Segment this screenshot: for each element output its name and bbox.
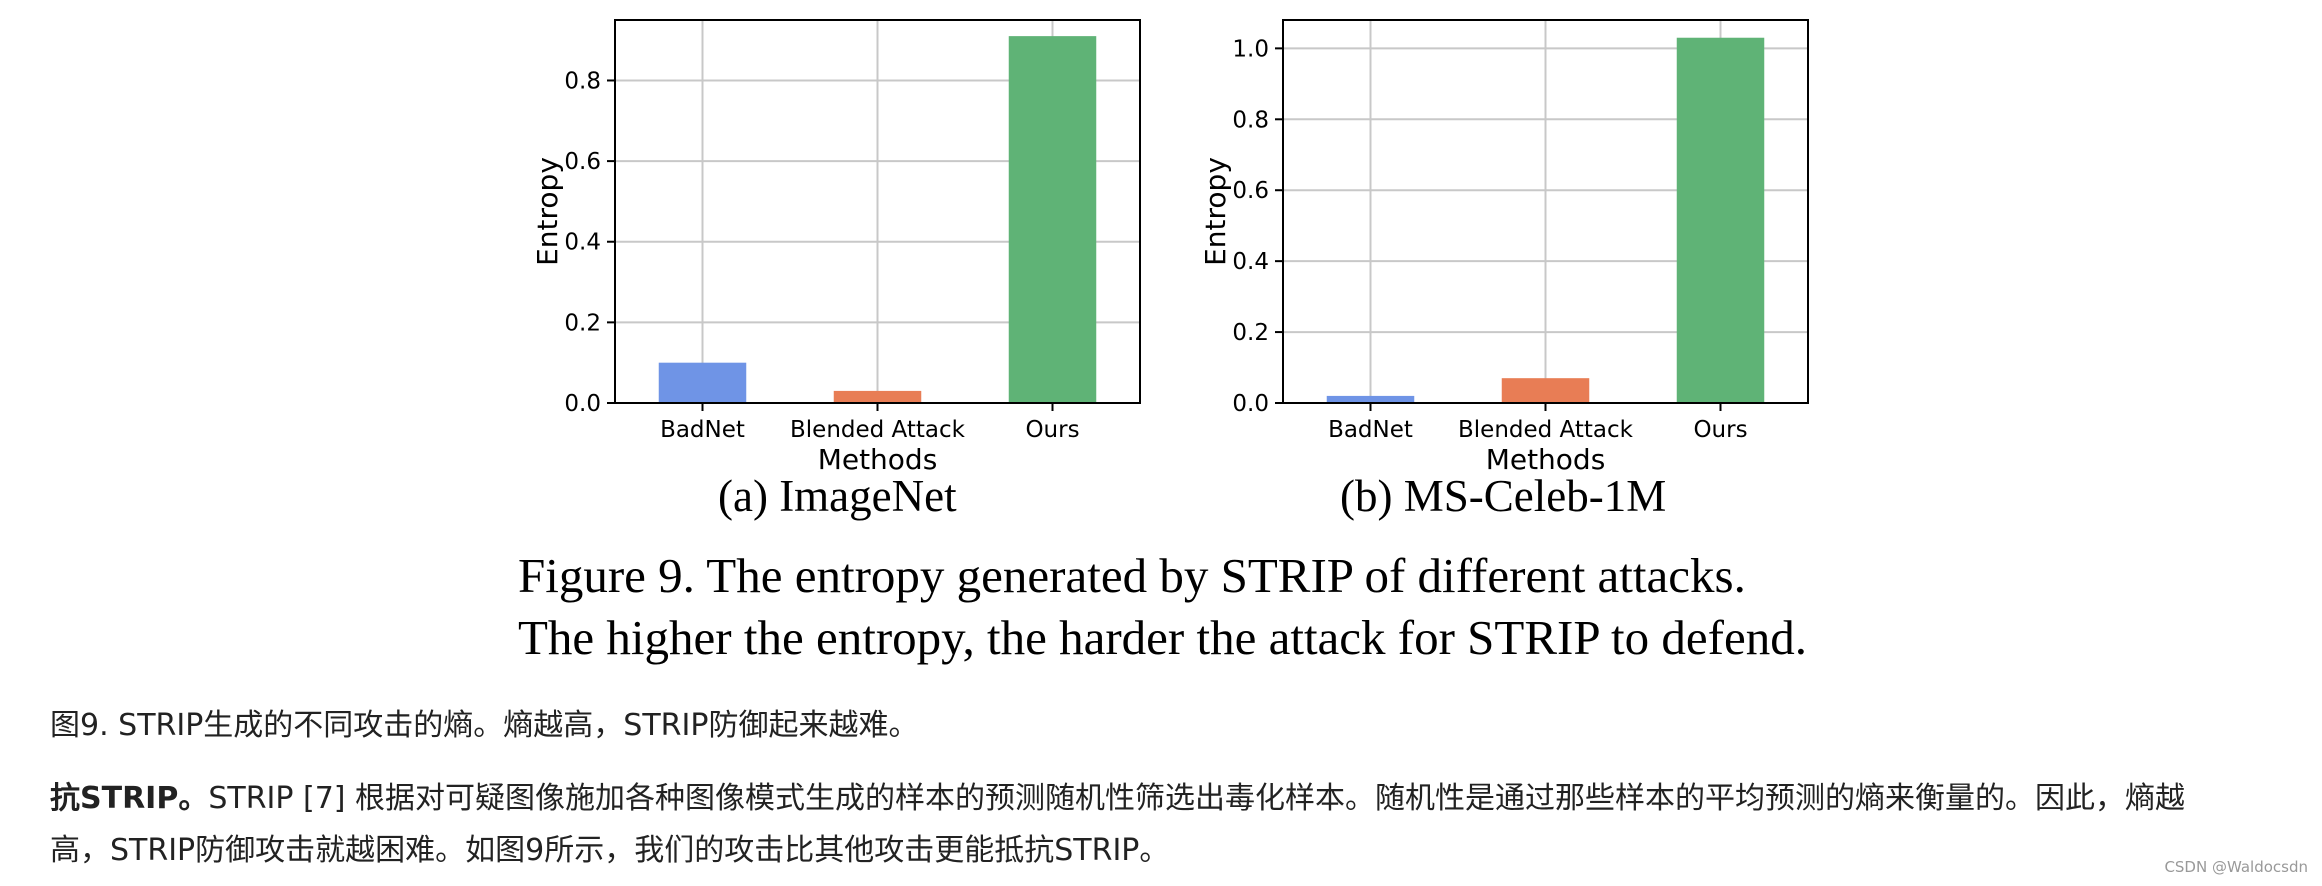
subcaption-ms-celeb: (b) MS-Celeb-1M (1340, 471, 1667, 521)
y-tick-label: 0.6 (564, 149, 601, 175)
translated-caption: 图9. STRIP生成的不同攻击的熵。熵越高，STRIP防御起来越难。 (50, 708, 919, 743)
paragraph-line-2: 高，STRIP防御攻击就越困难。如图9所示，我们的攻击比其他攻击更能抵抗STRI… (50, 833, 1170, 868)
y-tick-label: 0.6 (1232, 178, 1269, 204)
bar-ours (1676, 37, 1765, 404)
bar-badnet (1326, 395, 1415, 403)
chart-ms-celeb-svg: 0.0 0.2 0.4 0.6 0.8 1.0 BadNet Blended Attack Ou… (1199, 19, 1809, 476)
x-tick-label: BadNet (660, 417, 745, 443)
y-tick-label: 0.0 (1232, 391, 1269, 417)
y-axis-label: Entropy (531, 157, 564, 266)
x-axis-label: Methods (1486, 443, 1606, 476)
chart-ms-celeb: 0.0 0.2 0.4 0.6 0.8 1.0 BadNet Blended Attack Ou… (1188, 0, 1828, 480)
y-tick-label: 0.4 (564, 230, 601, 256)
chart-imagenet: 0.0 0.2 0.4 0.6 0.8 BadNet Blended Attack Ours M… (520, 0, 1160, 480)
figure-caption-line-2: The higher the entropy, the harder the a… (518, 610, 1807, 665)
translated-paragraph: 抗STRIP。STRIP [7] 根据对可疑图像施加各种图像模式生成的样本的预测… (50, 773, 2300, 877)
bar-badnet (658, 362, 747, 403)
x-tick-label: BadNet (1328, 417, 1413, 443)
x-tick-label: Blended Attack (1458, 417, 1634, 443)
y-tick-label: 0.2 (564, 310, 601, 336)
x-tick-label: Ours (1693, 417, 1747, 443)
subcaption-imagenet: (a) ImageNet (718, 471, 957, 521)
paragraph-line-1: 抗STRIP。STRIP [7] 根据对可疑图像施加各种图像模式生成的样本的预测… (50, 773, 2300, 825)
chart-imagenet-svg: 0.0 0.2 0.4 0.6 0.8 BadNet Blended Attack Ours M… (531, 19, 1141, 476)
figure-caption-line-1: Figure 9. The entropy generated by STRIP… (518, 548, 1746, 603)
y-tick-label: 0.4 (1232, 249, 1269, 275)
paragraph-bold-lead: 抗STRIP。 (50, 781, 209, 816)
y-tick-label: 0.2 (1232, 320, 1269, 346)
bar-blended-attack (1501, 378, 1590, 403)
x-axis-label: Methods (818, 443, 938, 476)
y-tick-label: 0.8 (564, 68, 601, 94)
y-tick-label: 1.0 (1232, 36, 1269, 62)
y-axis-label: Entropy (1199, 157, 1232, 266)
bar-ours (1008, 36, 1097, 404)
x-tick-label: Ours (1025, 417, 1079, 443)
x-tick-label: Blended Attack (790, 417, 966, 443)
watermark: CSDN @Waldocsdn (2164, 858, 2308, 876)
y-tick-label: 0.0 (564, 391, 601, 417)
y-tick-label: 0.8 (1232, 107, 1269, 133)
paragraph-line-1-text: STRIP [7] 根据对可疑图像施加各种图像模式生成的样本的预测随机性筛选出毒… (208, 781, 2186, 816)
bar-blended-attack (833, 390, 922, 403)
figure-caption: Figure 9. The entropy generated by STRIP… (518, 545, 1838, 669)
